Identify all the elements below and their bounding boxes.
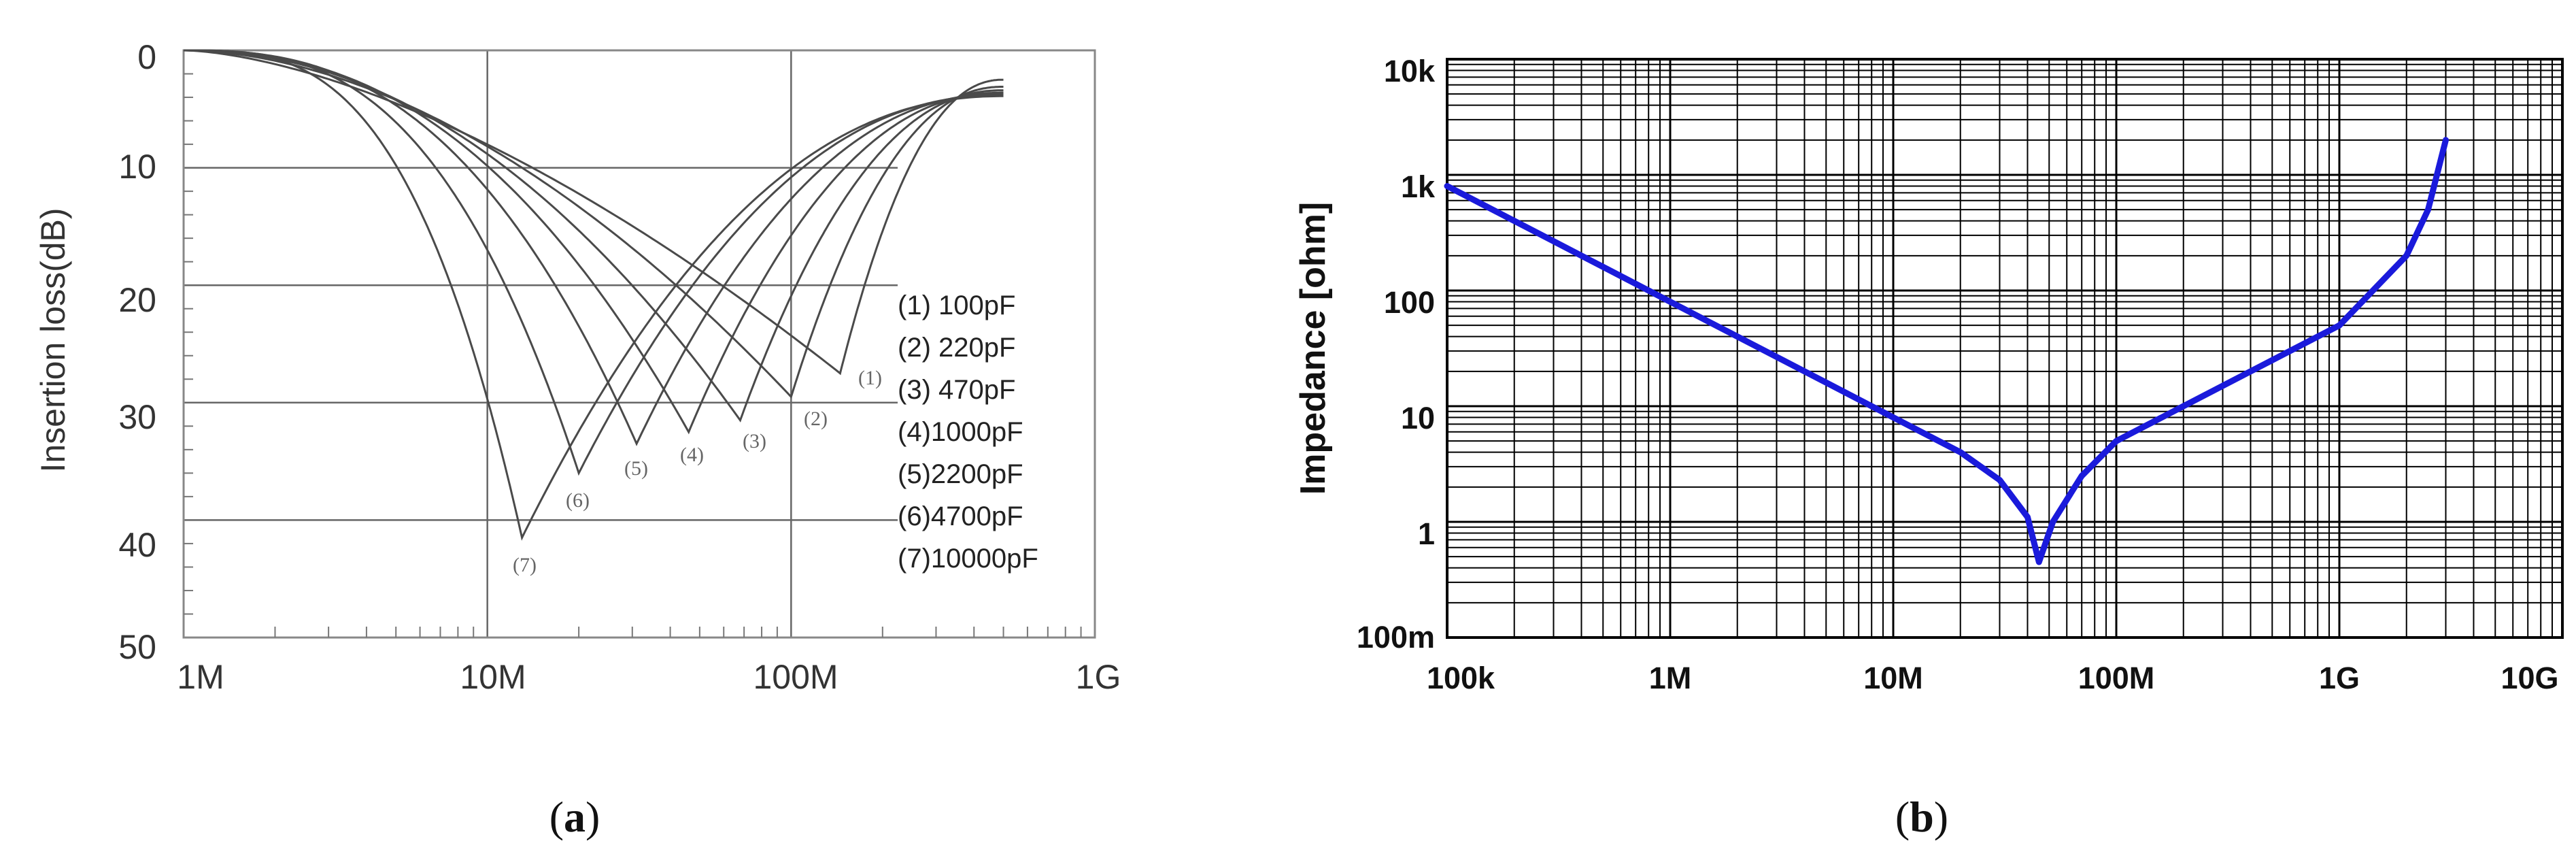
chart-b-ytick-100m: 100m bbox=[1357, 620, 1435, 655]
chart-b-series bbox=[1444, 137, 2449, 565]
chart-a-legend-item-1: (1) 100pF bbox=[898, 291, 1015, 320]
chart-a-series bbox=[183, 49, 1004, 541]
chart-a-legend-item-3: (3) 470pF bbox=[898, 375, 1015, 405]
chart-b-ytick-10: 10 bbox=[1401, 401, 1435, 435]
chart-a-ytick-10: 10 bbox=[118, 148, 156, 186]
chart-b-xtick-10M: 10M bbox=[1863, 661, 1923, 695]
chart-a-marker-2: (2) bbox=[804, 408, 828, 430]
chart-b-gridlines bbox=[1446, 59, 2562, 639]
chart-a-ytick-40: 40 bbox=[118, 526, 156, 564]
chart-a-marker-1: (1) bbox=[858, 367, 882, 389]
chart-a-ytick-0: 0 bbox=[137, 38, 156, 76]
chart-a-marker-3: (3) bbox=[743, 430, 766, 452]
chart-b-ytick-1k: 1k bbox=[1401, 169, 1436, 204]
chart-a-legend: (1) 100pF (2) 220pF (3) 470pF (4)1000pF … bbox=[898, 291, 1038, 574]
chart-b-ytick-10k: 10k bbox=[1384, 54, 1436, 88]
chart-a-legend-item-6: (6)4700pF bbox=[898, 501, 1023, 531]
chart-a-y-axis-label: Insertion loss(dB) bbox=[34, 208, 72, 472]
chart-b-xtick-1M: 1M bbox=[1649, 661, 1692, 695]
chart-b-xtick-10G: 10G bbox=[2501, 661, 2558, 695]
chart-a-marker-5: (5) bbox=[624, 457, 648, 480]
chart-b-plot-frame bbox=[1446, 58, 2564, 639]
chart-a-ytick-30: 30 bbox=[118, 398, 156, 436]
chart-a-xtick-1M: 1M bbox=[177, 658, 224, 696]
chart-b-ytick-1: 1 bbox=[1418, 516, 1435, 551]
chart-a-marker-7: (7) bbox=[513, 554, 537, 576]
chart-b-panel-label: (b) bbox=[1895, 793, 1948, 841]
chart-a-gridlines bbox=[184, 50, 898, 638]
chart-a-xtick-100M: 100M bbox=[753, 658, 838, 696]
chart-a-marker-4: (4) bbox=[680, 444, 704, 466]
chart-a-series-line-6 bbox=[184, 49, 1004, 476]
chart-a-legend-item-4: (4)1000pF bbox=[898, 417, 1023, 447]
chart-a-minor-ticks bbox=[184, 73, 1082, 638]
chart-b: 10k 1k 100 10 1 100m 100k 1M 10M 100M 1G… bbox=[1293, 54, 2564, 841]
chart-b-y-axis-label: Impedance [ohm] bbox=[1293, 202, 1333, 495]
chart-a: 0 10 20 30 40 50 1M 10M 100M 1G Insertio… bbox=[34, 38, 1121, 841]
chart-b-xtick-1G: 1G bbox=[2319, 661, 2360, 695]
chart-a-series-line-7 bbox=[184, 49, 1004, 541]
chart-a-series-line-4 bbox=[184, 49, 1004, 435]
chart-a-marker-6: (6) bbox=[566, 489, 590, 512]
chart-a-series-line-1 bbox=[183, 49, 1004, 376]
chart-a-curve-markers: (1) (2) (3) (4) (5) (6) (7) bbox=[513, 367, 882, 576]
chart-a-xtick-1G: 1G bbox=[1076, 658, 1121, 696]
chart-a-panel-label: (a) bbox=[549, 793, 600, 841]
chart-b-ytick-100: 100 bbox=[1384, 285, 1435, 320]
chart-a-xtick-10M: 10M bbox=[460, 658, 526, 696]
chart-a-plot-frame bbox=[182, 49, 1096, 639]
chart-a-legend-item-5: (5)2200pF bbox=[898, 459, 1023, 489]
chart-b-xtick-100k: 100k bbox=[1427, 661, 1495, 695]
chart-a-ytick-50: 50 bbox=[118, 628, 156, 666]
chart-a-series-line-5 bbox=[184, 49, 1004, 446]
chart-b-series-line-impedance bbox=[1444, 137, 2449, 565]
chart-a-series-line-2 bbox=[183, 49, 1004, 399]
chart-b-xtick-100M: 100M bbox=[2078, 661, 2155, 695]
chart-a-ytick-20: 20 bbox=[118, 281, 156, 319]
chart-a-legend-item-7: (7)10000pF bbox=[898, 544, 1038, 574]
chart-a-legend-item-2: (2) 220pF bbox=[898, 333, 1015, 363]
